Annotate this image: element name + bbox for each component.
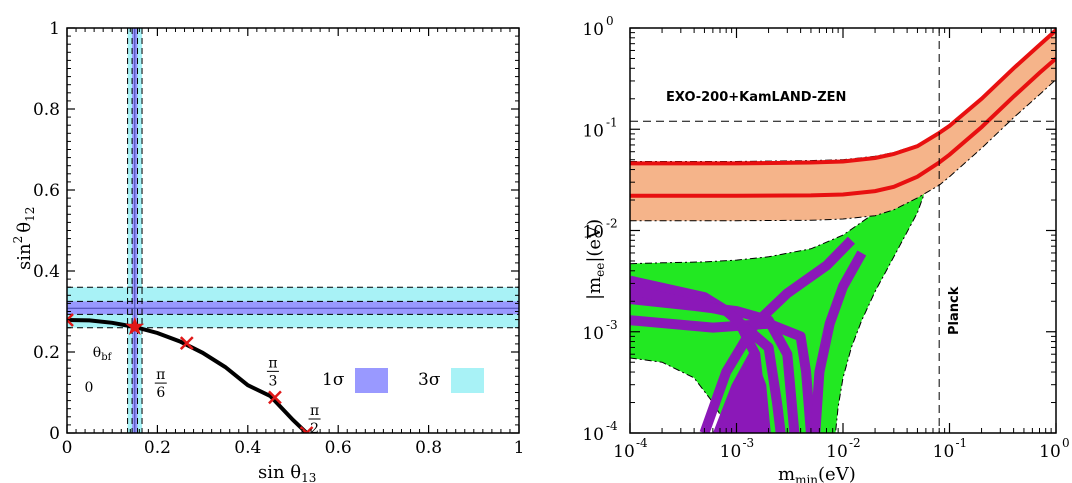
legend-swatch-1sigma	[355, 368, 388, 393]
cancellation-band	[630, 284, 786, 433]
y-tick-label: 0.4	[33, 262, 60, 282]
y-tick-exponent: -1	[606, 115, 618, 129]
cross-marker	[299, 426, 314, 433]
right-plot-area	[630, 28, 1056, 433]
x-tick-exponent: -1	[956, 436, 968, 450]
x-tick-exponent: -3	[743, 436, 755, 450]
left-x-axis-label: sin θ13	[258, 462, 316, 483]
x-tick-label: 0	[62, 438, 73, 458]
y-tick-exponent: -2	[606, 217, 618, 231]
legend-label-1sigma: 1σ	[322, 370, 345, 390]
y-tick-label: 10	[582, 425, 604, 445]
y-tick-exponent: -3	[606, 318, 618, 332]
x-tick-exponent: -2	[849, 436, 861, 450]
bestfit-label: θbf	[93, 345, 113, 363]
left-y-axis-label: sin2θ12	[11, 207, 37, 270]
mixing-angle-plot: 0 0.2 0.4 0.6 0.8 100.20.40.60.81 0π6π3π2θbf …	[11, 19, 524, 483]
cross-marker	[179, 336, 194, 350]
x-tick-label: 0.6	[325, 438, 352, 458]
x-tick-exponent: -4	[636, 436, 648, 450]
right-x-axis-label: mmin(eV)	[778, 464, 856, 483]
bestfit-mass-line	[630, 28, 1056, 166]
y-tick-label: 0.2	[33, 343, 60, 363]
right-y-axis-label: |mee|(eV)	[584, 219, 607, 300]
x-tick-label: 10	[1039, 442, 1061, 462]
marker-label-pi2-numerator: π	[310, 403, 319, 419]
cross-marker	[67, 313, 74, 327]
effective-mass-plot: 10 -4 10 -3 10 -2 10 -1 10 010 -410 -310 -210 -110 0 E…	[582, 14, 1069, 483]
y-tick-label: 0.8	[33, 100, 60, 120]
marker-label-pi6-numerator: π	[156, 367, 165, 383]
planck-limit-label: Planck	[947, 286, 962, 335]
marker-label-zero: 0	[85, 380, 94, 396]
y-tick-exponent: 0	[606, 14, 614, 28]
x-tick-label: 10	[613, 442, 635, 462]
y-tick-label: 10	[582, 223, 604, 243]
y-tick-label: 0	[49, 424, 60, 444]
right-axis-ticks: 10 -4 10 -3 10 -2 10 -1 10 010 -410 -310 -210 -110 0	[582, 14, 1069, 462]
legend-label-3sigma: 3σ	[418, 370, 441, 390]
x-tick-label: 0.2	[144, 438, 171, 458]
left-axis-ticks: 0 0.2 0.4 0.6 0.8 1 0 0.2 0.4 0.6 0.8 1	[33, 19, 524, 458]
y-tick-label: 10	[582, 20, 604, 40]
y-tick-label: 0.6	[33, 181, 60, 201]
cancellation-band	[699, 236, 855, 433]
y-tick-label: 10	[582, 324, 604, 344]
marker-label-pi3-numerator: π	[268, 355, 277, 371]
x-tick-label: 0.4	[234, 438, 261, 458]
marker-label-pi2-denominator: 2	[310, 421, 319, 437]
cancellation-region	[712, 347, 771, 433]
x-tick-label: 10	[720, 442, 742, 462]
left-annotations: 0 π 6 π 3 π 2 θbf	[85, 345, 321, 437]
legend: 1σ 3σ	[322, 368, 484, 393]
exo-kamland-limit-label: EXO-200+KamLAND-ZEN	[666, 90, 846, 105]
legend-swatch-3sigma	[451, 368, 484, 393]
inverted-ordering-band	[630, 28, 1056, 222]
bestfit-star-marker	[125, 316, 145, 335]
x-tick-label: 10	[933, 442, 955, 462]
cancellation-band	[810, 250, 867, 433]
x-tick-label: 1	[514, 438, 525, 458]
x-tick-label: 0.8	[415, 438, 442, 458]
marker-label-pi3-denominator: 3	[268, 373, 277, 389]
y-tick-label: 10	[582, 121, 604, 141]
y-tick-exponent: -4	[606, 419, 618, 433]
marker-label-pi6-denominator: 6	[156, 385, 165, 401]
x-tick-label: 10	[826, 442, 848, 462]
x-tick-exponent: 0	[1062, 436, 1070, 450]
bestfit-mass-line	[630, 56, 1056, 198]
left-plot-area	[67, 28, 519, 433]
cross-marker	[268, 390, 282, 405]
cancellation-band	[630, 315, 816, 433]
y-tick-label: 1	[49, 19, 60, 39]
